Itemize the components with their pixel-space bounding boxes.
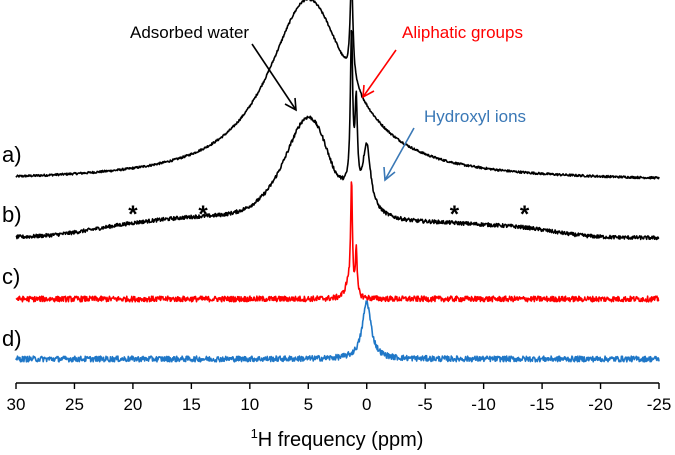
annotation-hydroxyl-ions-label: Hydroxyl ions xyxy=(424,107,526,126)
x-axis-ticks: 30 25 20 15 10 5 0 -5 -10 -15 -20 -25 xyxy=(7,383,672,414)
x-tick-label: 20 xyxy=(123,395,142,414)
annotation-aliphatic-groups-label: Aliphatic groups xyxy=(402,23,523,42)
annotation-hydroxyl-ions-arrow xyxy=(384,127,415,181)
spectrum-trace-a xyxy=(15,0,660,180)
annotation-hydroxyl-ions: Hydroxyl ions xyxy=(383,107,526,182)
spinning-sidebands: * * * * xyxy=(128,201,530,228)
x-tick-label: 10 xyxy=(240,395,259,414)
sideband-marker-2: * xyxy=(198,201,208,228)
traces-layer xyxy=(15,0,660,363)
spectrum-trace-c xyxy=(15,181,660,303)
annotation-adsorbed-water-label: Adsorbed water xyxy=(130,23,249,42)
annotation-adsorbed-water: Adsorbed water xyxy=(130,23,297,112)
x-tick-label: -5 xyxy=(418,395,433,414)
trace-label-a: a) xyxy=(2,142,22,167)
annotation-adsorbed-water-arrow xyxy=(251,43,297,111)
x-tick-label: 30 xyxy=(7,395,26,414)
annotation-hydroxyl-ions-arrowhead xyxy=(383,166,396,182)
x-tick-label: -25 xyxy=(647,395,672,414)
spectrum-trace-d xyxy=(15,300,660,363)
sideband-marker-3: * xyxy=(450,201,460,228)
x-tick-label: -10 xyxy=(471,395,496,414)
x-tick-label: 0 xyxy=(362,395,371,414)
annotation-aliphatic-groups: Aliphatic groups xyxy=(362,23,523,99)
x-tick-label: 15 xyxy=(182,395,201,414)
annotation-aliphatic-groups-arrow xyxy=(362,49,397,98)
x-axis-title: 1H frequency (ppm) xyxy=(251,426,424,451)
x-tick-label: -20 xyxy=(588,395,613,414)
spectrum-trace-b xyxy=(15,29,660,241)
trace-label-c: c) xyxy=(2,264,20,289)
x-axis-title-superscript: 1 xyxy=(251,426,258,441)
x-axis-title-text: H frequency (ppm) xyxy=(258,429,424,451)
sideband-marker-1: * xyxy=(128,201,138,228)
x-tick-label: 25 xyxy=(65,395,84,414)
x-tick-label: -15 xyxy=(530,395,555,414)
trace-label-b: b) xyxy=(2,202,22,227)
x-axis: 30 25 20 15 10 5 0 -5 -10 -15 -20 -25 1H frequency … xyxy=(7,382,672,451)
annotation-aliphatic-groups-arrowhead xyxy=(362,84,375,99)
trace-label-d: d) xyxy=(2,326,22,351)
sideband-marker-4: * xyxy=(520,201,530,228)
annotation-adsorbed-water-arrowhead xyxy=(284,97,297,112)
x-tick-label: 5 xyxy=(304,395,313,414)
